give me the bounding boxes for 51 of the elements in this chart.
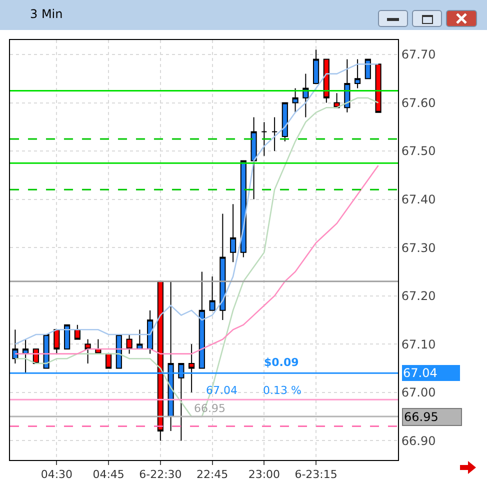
- y-tick-label: 67.40: [401, 192, 436, 207]
- line-series: [14, 63, 379, 345]
- candlestick: [354, 58, 361, 89]
- candlestick: [250, 116, 257, 200]
- candlestick: [168, 280, 174, 432]
- candlestick: [230, 204, 236, 263]
- y-tick-label: 67.10: [401, 337, 436, 352]
- x-tick-label: 22:45: [196, 468, 228, 482]
- candlestick: [198, 271, 205, 369]
- candlestick: [147, 310, 154, 354]
- annotation: 0.13 %: [263, 384, 302, 397]
- candlestick: [84, 338, 91, 364]
- x-tick-label: 23:00: [248, 468, 280, 482]
- line-series: [14, 164, 379, 354]
- candlestick: [292, 88, 298, 113]
- candlestick: [209, 276, 216, 311]
- ref-line-label: 66.95: [404, 410, 438, 424]
- candlestick: [344, 58, 350, 113]
- x-tick-label: 04:45: [92, 468, 124, 482]
- candlestick: [220, 213, 226, 320]
- y-tick-label: 67.70: [401, 48, 436, 62]
- candlestick: [178, 362, 184, 442]
- candlestick: [302, 73, 309, 118]
- candlestick: [313, 49, 320, 84]
- y-tick-label: 67.20: [401, 289, 436, 304]
- line-series: [14, 97, 379, 418]
- candlestick: [12, 329, 18, 364]
- candlestick: [272, 116, 278, 152]
- candlestick: [282, 102, 288, 142]
- candlestick: [188, 344, 195, 393]
- candlestick: [54, 329, 60, 354]
- y-tick-label: 67.50: [401, 144, 436, 158]
- x-tick-label: 6-22:30: [139, 468, 182, 482]
- candlestick: [126, 334, 132, 354]
- candlestick: [261, 122, 268, 156]
- y-tick-label: 66.90: [401, 434, 436, 448]
- candlestick: [136, 329, 143, 350]
- ref-line-label: 67.04: [403, 366, 438, 380]
- candlestick: [64, 324, 70, 350]
- y-tick-label: 67.60: [401, 96, 436, 110]
- annotation: $0.09: [264, 356, 299, 369]
- x-tick-label: 04:30: [40, 468, 73, 482]
- candlestick: [22, 338, 29, 374]
- chart-title: 3 Min: [30, 7, 63, 21]
- candlestick: [375, 64, 382, 113]
- candlestick: [323, 58, 330, 104]
- annotation: 67.04: [206, 384, 238, 397]
- y-tick-label: 67.00: [401, 386, 436, 400]
- candlestick: [106, 353, 112, 369]
- y-tick-label: 67.30: [401, 240, 436, 255]
- x-tick-label: 6-23:15: [294, 468, 338, 482]
